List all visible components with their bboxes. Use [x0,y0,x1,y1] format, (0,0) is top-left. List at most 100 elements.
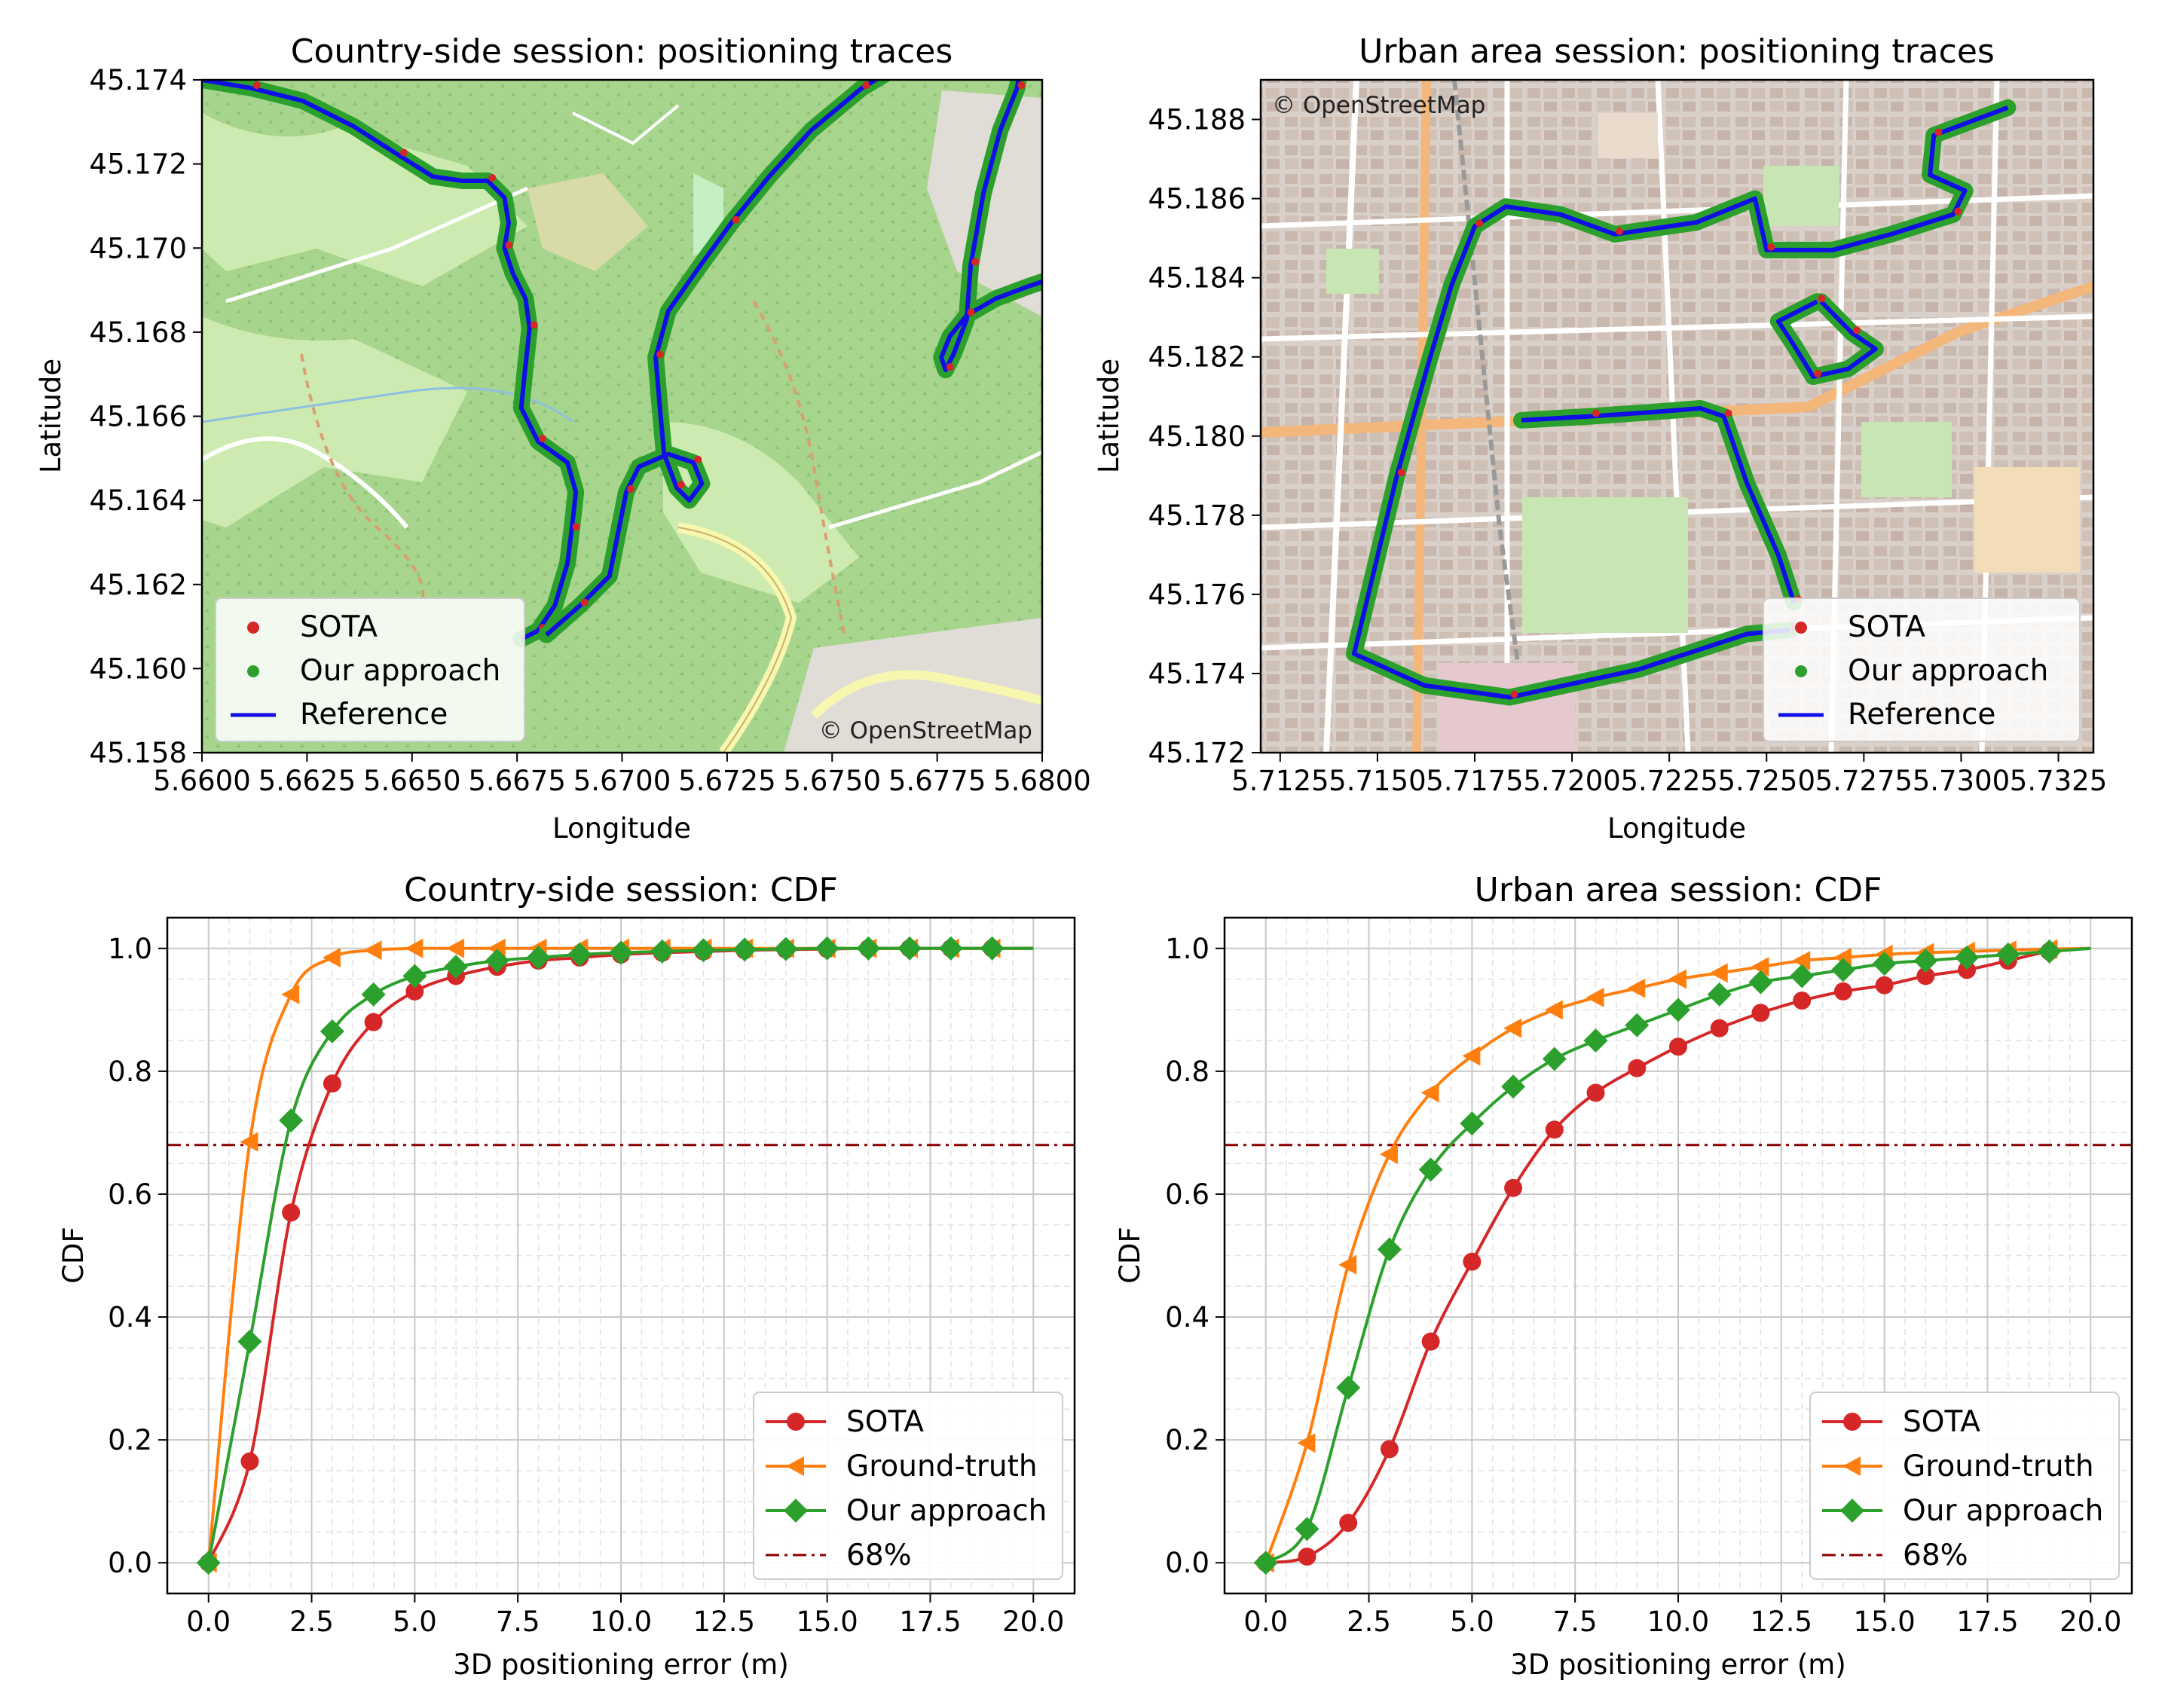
cdf-data-point [773,936,798,961]
cdf-data-point [1380,1440,1399,1459]
cdf-data-point [485,949,509,973]
sota-point [488,173,497,182]
sota-point [1954,207,1962,215]
cdf-data-point [1583,1028,1608,1053]
legend: SOTA Ground-truth Our approach 68% [1809,1392,2120,1580]
x-tick-label: 5.6725 [678,765,775,797]
sota-point [971,258,980,266]
x-tick-label: 15.0 [1853,1606,1915,1638]
x-tick-label: 5.6800 [993,765,1090,797]
cdf-data-point [1748,970,1773,995]
cdf-data-point [897,936,922,961]
cdf-data-point [1501,1074,1526,1099]
cdf-data-point [1463,1252,1482,1271]
reference-trace [1351,105,2009,700]
sota-point [539,434,546,442]
reference-trace [1521,406,1797,603]
sota-point [1724,409,1732,417]
cdf-data-point [1460,1111,1485,1136]
cdf-data-point [1872,952,1897,976]
sota-point [1017,81,1026,90]
x-tick-label: 7.5 [1553,1606,1598,1638]
x-tick-label: 5.7250 [1718,765,1815,797]
legend-label: Our approach [1903,1494,2103,1528]
y-tick-label: 1.0 [1165,933,1209,965]
y-tick-label: 0.6 [1165,1178,1209,1211]
x-tick-label: 15.0 [796,1606,858,1638]
reference-trace [202,80,579,641]
legend-label: Our approach [846,1494,1047,1528]
cdf-data-point [1338,1254,1357,1275]
sota-point [400,148,408,157]
legend-label: SOTA [846,1405,924,1439]
sota-point [1852,326,1861,335]
x-tick-label: 7.5 [496,1606,540,1638]
legend: SOTA Our approach Reference [215,597,525,742]
cdf-data-point [320,1019,344,1043]
map-attribution: © OpenStreetMap [1272,92,1485,119]
x-tick-label: 0.0 [1243,1606,1288,1638]
x-tick-label: 5.7175 [1426,765,1523,797]
x-axis-label: 3D positioning error (m) [1510,1648,1846,1681]
x-tick-label: 0.0 [186,1606,231,1638]
y-tick-label: 45.164 [90,484,187,517]
y-axis-label: CDF [57,1227,90,1284]
cdf-data-point [1586,1083,1605,1102]
chart-title: Urban area session: positioning traces [1359,32,1995,71]
sota-point [732,215,740,224]
cdf-data-point [446,938,465,958]
y-tick-label: 0.0 [1165,1547,1209,1579]
legend-marker [1795,622,1807,634]
x-tick-label: 12.5 [1751,1606,1812,1638]
cdf-data-point [1586,988,1604,1008]
legend-label: 68% [1903,1538,1968,1572]
y-tick-label: 0.4 [108,1301,152,1334]
cdf-data-point [1545,1120,1564,1139]
cdf-data-point [1377,1237,1402,1262]
cdf-data-point [1627,978,1646,998]
cdf-data-point [282,1203,301,1222]
sota-point [1397,469,1405,477]
x-tick-label: 10.0 [590,1606,652,1638]
cdf-data-point [1958,961,1977,979]
cdf-data-point [1751,957,1769,977]
cdf-data-point [1792,951,1811,971]
cdf-data-point [322,948,341,968]
sota-point [1814,369,1822,377]
x-tick-label: 5.6675 [468,765,565,797]
y-tick-label: 0.0 [108,1547,152,1579]
sota-point [580,598,589,607]
cdf-data-point [281,984,300,1004]
cdf-data-point [1995,942,2020,967]
sota-point [1510,690,1518,698]
cdf-data-point [609,940,633,965]
x-tick-label: 5.6775 [888,765,986,797]
cdf-data-point [364,1013,383,1031]
sota-point [1615,227,1623,235]
y-tick-label: 0.2 [1165,1424,1209,1456]
y-tick-label: 45.172 [90,148,187,181]
cdf-data-point [980,936,1005,961]
cdf-data-point [856,936,881,961]
x-tick-label: 5.7125 [1231,765,1329,797]
x-tick-label: 5.0 [393,1606,437,1638]
country-cdf-panel: 0.0 2.5 5.0 7.5 10.0 12.5 15.0 17.5 20.0 0.0 0.2 0.… [57,871,1076,1681]
x-tick-label: 5.7300 [1913,765,2010,797]
x-tick-label: 5.7325 [2010,765,2107,797]
y-tick-label: 45.168 [90,316,187,349]
legend-marker [787,1413,805,1431]
cdf-data-point [363,940,382,961]
y-tick-label: 0.4 [1165,1301,1209,1334]
x-tick-label: 5.7150 [1329,765,1426,797]
x-tick-label: 20.0 [1002,1606,1064,1638]
cdf-data-point [1462,1046,1481,1066]
cdf-data-point [815,936,839,961]
x-tick-label: 2.5 [1347,1606,1391,1638]
legend-label: Reference [300,698,448,732]
y-tick-label: 45.166 [90,401,187,433]
cdf-data-point [1707,982,1732,1007]
legend-label: 68% [846,1538,912,1572]
y-tick-label: 45.180 [1148,420,1246,453]
sota-point [694,455,702,463]
